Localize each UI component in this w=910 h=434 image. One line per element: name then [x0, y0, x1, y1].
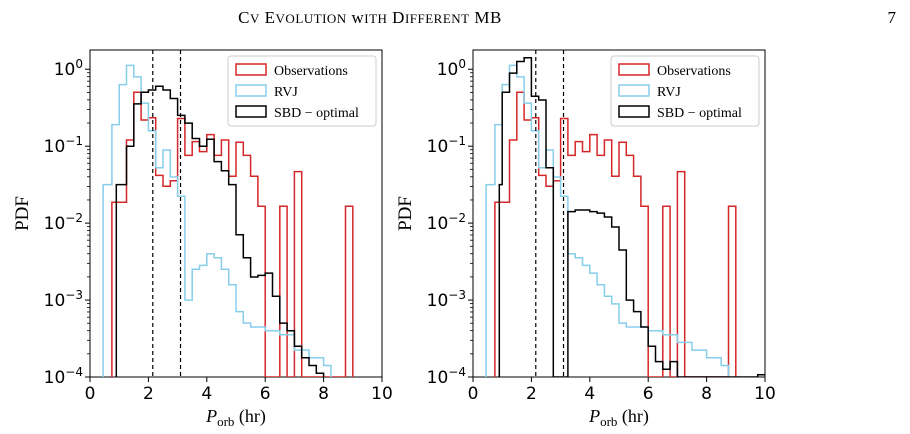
- y-tick-label: 10−1: [427, 134, 466, 157]
- y-tick-label: 100: [54, 57, 83, 80]
- legend-swatch: [618, 63, 650, 76]
- legend-box: [227, 55, 377, 127]
- series-observations-line: [494, 91, 737, 377]
- y-tick-label: 10−2: [44, 211, 83, 234]
- legend-label: Observations: [274, 64, 348, 79]
- legend-swatch: [235, 84, 267, 97]
- y-axis-label: PDF: [12, 196, 33, 231]
- y-tick-label: 10−4: [44, 365, 83, 388]
- chart-panel-left: 0 2 4 6 8 10 100 10−1 10−2 10−3 10−4 PDF Porb (hr) Ob…: [12, 49, 393, 429]
- legend-swatch: [618, 105, 650, 118]
- x-tick-label: 0: [468, 384, 479, 404]
- series-rvj-line: [485, 64, 730, 377]
- legend-label: SBD − optimal: [274, 106, 359, 121]
- series-rvj-line: [102, 64, 332, 377]
- page-header: CV EVOLUTION wITH DIFFERENT MB 7: [0, 6, 910, 30]
- series-observations-line: [111, 91, 354, 377]
- legend-label: RVJ: [657, 85, 681, 100]
- running-title: CV EVOLUTION wITH DIFFERENT MB: [238, 8, 502, 27]
- axes-frame: [472, 49, 766, 378]
- axes-frame: [89, 49, 383, 378]
- plot-area: [102, 64, 354, 377]
- legend-swatch: [618, 84, 650, 97]
- x-tick-label: 6: [260, 384, 271, 404]
- chart-panel-right: 0 2 4 6 8 10 100 10−1 10−2 10−3 10−4 PDF Porb (hr) Ob…: [395, 49, 776, 429]
- page-number: 7: [887, 8, 897, 27]
- y-tick-label: 10−3: [427, 288, 466, 311]
- legend-swatch: [235, 105, 267, 118]
- legend-swatch: [235, 63, 267, 76]
- y-axis-label: PDF: [395, 196, 416, 231]
- series-sbd-optimal-line: [115, 85, 325, 377]
- legend: Observations RVJ SBD − optimal: [227, 55, 377, 127]
- legend-label: RVJ: [274, 85, 298, 100]
- legend-box: [610, 55, 760, 127]
- y-tick-label: 100: [437, 57, 466, 80]
- y-tick-label: 10−1: [44, 134, 83, 157]
- plot-area: [485, 56, 765, 377]
- x-tick-label: 4: [201, 384, 212, 404]
- x-tick-label: 2: [526, 384, 537, 404]
- legend-label: SBD − optimal: [657, 106, 742, 121]
- x-tick-label: 8: [701, 384, 712, 404]
- x-tick-label: 10: [371, 384, 393, 404]
- series-sbd-optimal-line: [498, 56, 765, 377]
- x-axis-label: Porb (hr): [588, 406, 649, 429]
- legend: Observations RVJ SBD − optimal: [610, 55, 760, 127]
- x-tick-label: 6: [643, 384, 654, 404]
- y-tick-label: 10−2: [427, 211, 466, 234]
- x-tick-label: 4: [584, 384, 595, 404]
- x-tick-label: 8: [318, 384, 329, 404]
- x-tick-label: 10: [754, 384, 776, 404]
- y-tick-label: 10−3: [44, 288, 83, 311]
- x-tick-label: 0: [85, 384, 96, 404]
- x-tick-label: 2: [143, 384, 154, 404]
- x-axis-label: Porb (hr): [205, 406, 266, 429]
- legend-label: Observations: [657, 64, 731, 79]
- y-tick-label: 10−4: [427, 365, 466, 388]
